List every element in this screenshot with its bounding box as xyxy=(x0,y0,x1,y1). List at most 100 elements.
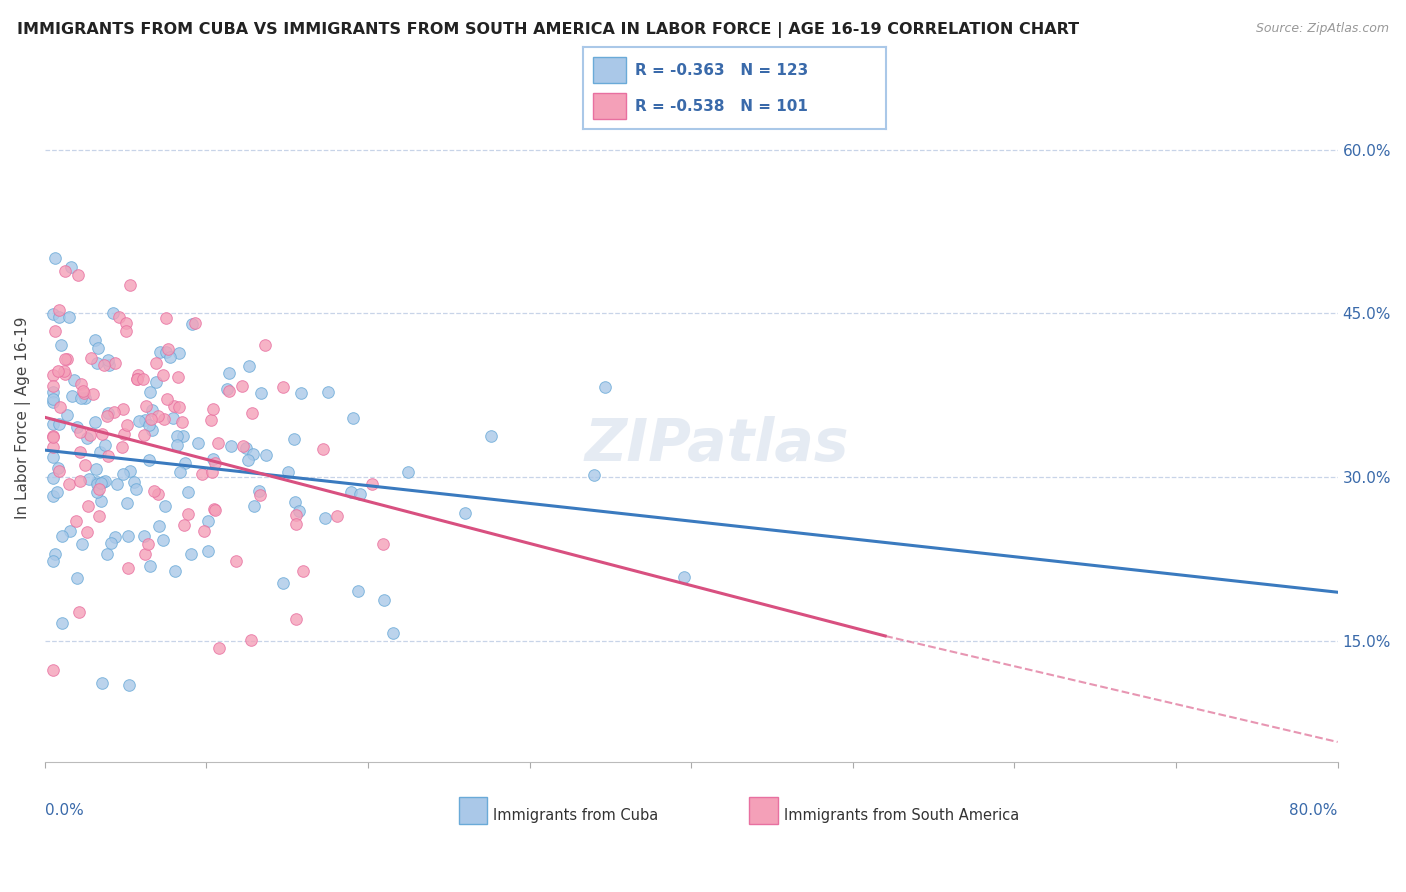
Point xyxy=(76,431,98,445)
Point xyxy=(240,406,263,420)
Point xyxy=(132,427,155,442)
Point xyxy=(218,367,240,381)
Point xyxy=(122,475,145,490)
Point xyxy=(62,373,84,387)
Point xyxy=(254,448,277,462)
Point xyxy=(138,452,160,467)
Point xyxy=(277,466,299,480)
Point xyxy=(42,429,65,443)
Point xyxy=(87,341,110,355)
Point xyxy=(84,415,107,429)
Bar xyxy=(458,797,486,823)
Point xyxy=(316,385,339,400)
Point xyxy=(86,356,108,370)
Point xyxy=(42,392,65,406)
Point xyxy=(117,529,139,543)
Point xyxy=(155,345,177,359)
Point xyxy=(249,483,271,498)
Point xyxy=(141,423,163,437)
Point xyxy=(672,569,695,583)
Point xyxy=(97,353,120,368)
Point xyxy=(169,465,191,479)
Point xyxy=(284,517,307,532)
Point xyxy=(381,625,404,640)
Point xyxy=(157,343,180,357)
Point xyxy=(42,368,65,382)
Point xyxy=(132,371,155,385)
Point xyxy=(114,317,136,331)
Point xyxy=(191,467,214,481)
Point xyxy=(90,426,112,441)
Point xyxy=(42,379,65,393)
Point xyxy=(177,485,200,500)
Point xyxy=(90,475,112,490)
Point xyxy=(163,564,186,578)
Point xyxy=(42,554,65,568)
Point xyxy=(89,444,111,458)
Point xyxy=(104,530,127,544)
Point xyxy=(166,438,188,452)
Point xyxy=(152,368,174,382)
Point xyxy=(56,408,79,422)
Point xyxy=(42,384,65,399)
Point xyxy=(58,477,80,491)
Point xyxy=(125,482,148,496)
Point xyxy=(105,477,128,491)
Text: 0.0%: 0.0% xyxy=(45,803,83,818)
Point xyxy=(135,400,157,414)
Point xyxy=(97,406,120,420)
Point xyxy=(312,442,335,456)
Text: Immigrants from Cuba: Immigrants from Cuba xyxy=(494,808,659,823)
Point xyxy=(200,413,222,427)
Point xyxy=(94,438,117,452)
Point xyxy=(79,351,101,365)
Point xyxy=(172,415,194,429)
Point xyxy=(115,324,138,338)
Point xyxy=(65,514,87,528)
Point xyxy=(181,318,204,332)
Point xyxy=(82,387,104,401)
Point xyxy=(148,519,170,533)
Point xyxy=(225,553,247,567)
Point xyxy=(582,468,605,483)
Point xyxy=(172,428,194,442)
Point xyxy=(84,462,107,476)
Point xyxy=(125,372,148,386)
Point xyxy=(104,356,127,370)
Point xyxy=(202,501,225,516)
Point xyxy=(326,509,349,524)
Point xyxy=(184,316,207,330)
Point xyxy=(231,379,253,393)
Point xyxy=(162,410,184,425)
Point xyxy=(111,401,134,416)
Bar xyxy=(749,797,778,823)
Point xyxy=(42,440,65,454)
Point xyxy=(69,474,91,488)
Point xyxy=(112,427,135,442)
Point xyxy=(117,561,139,575)
Point xyxy=(134,529,156,543)
Point xyxy=(146,486,169,500)
Bar xyxy=(592,94,626,120)
Point xyxy=(235,441,257,455)
Point xyxy=(149,345,172,359)
Point xyxy=(66,420,89,434)
Point xyxy=(94,474,117,488)
Point xyxy=(207,435,229,450)
Point xyxy=(46,460,69,475)
Point xyxy=(51,616,73,631)
Point xyxy=(59,524,82,538)
Y-axis label: In Labor Force | Age 16-19: In Labor Force | Age 16-19 xyxy=(15,316,31,518)
Point xyxy=(283,432,305,446)
Point xyxy=(187,435,209,450)
Point xyxy=(115,496,138,510)
Point xyxy=(204,503,226,517)
Point xyxy=(201,466,224,480)
Point xyxy=(238,359,260,373)
Point xyxy=(242,447,264,461)
Text: R = -0.538   N = 101: R = -0.538 N = 101 xyxy=(636,99,808,114)
Point xyxy=(197,515,219,529)
Point xyxy=(361,476,384,491)
Point xyxy=(48,417,70,431)
Point xyxy=(217,382,239,396)
